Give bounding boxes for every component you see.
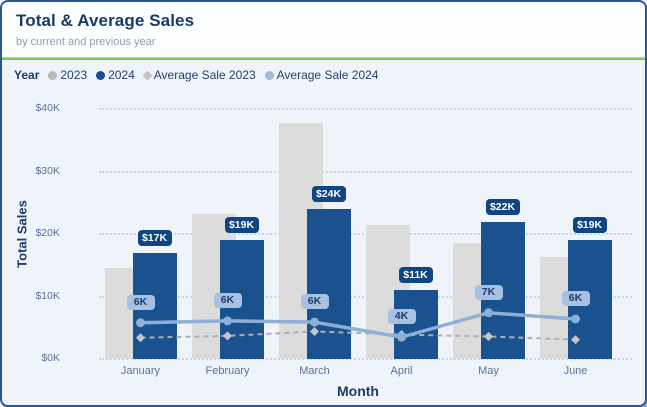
average-sale-2023-marker[interactable] bbox=[484, 332, 493, 341]
y-tick-label: $10K bbox=[35, 289, 60, 302]
legend: Year 2023 2024 Average Sale 2023 Average Sa… bbox=[14, 68, 378, 82]
card-header: Total & Average Sales by current and pre… bbox=[2, 2, 645, 57]
line-value-label-may: 7K bbox=[474, 284, 503, 300]
bar-value-label-march: $24K bbox=[311, 186, 346, 202]
bar-value-label-january: $17K bbox=[137, 229, 172, 246]
average-sale-2024-marker[interactable] bbox=[571, 314, 580, 324]
average-sale-2023-marker[interactable] bbox=[136, 333, 145, 343]
average-sale-2024-line bbox=[140, 310, 576, 339]
legend-item-2023[interactable]: 2023 bbox=[48, 68, 87, 82]
gridline-$40K bbox=[99, 108, 632, 110]
bar-value-label-may: $22K bbox=[485, 198, 520, 215]
x-tick-label-june: June bbox=[563, 365, 588, 377]
plot-area: $17K $19K $24K $11K $22K $19K 6K 6K 6K 4K 7K 6K bbox=[97, 108, 632, 360]
average-sale-2024-marker[interactable] bbox=[484, 308, 493, 318]
x-tick-label-april: April bbox=[390, 365, 413, 377]
legend-item-label: Average Sale 2023 bbox=[153, 68, 256, 82]
circle-legend-icon bbox=[264, 70, 274, 80]
line-value-label-january: 6K bbox=[126, 294, 155, 310]
circle-legend-icon bbox=[48, 70, 58, 80]
line-value-label-april: 4K bbox=[387, 309, 416, 325]
average-sale-2023-line bbox=[140, 330, 576, 341]
average-sale-2024-marker[interactable] bbox=[310, 317, 319, 327]
bar-value-label-february: $19K bbox=[224, 217, 259, 234]
x-tick-label-february: February bbox=[205, 365, 250, 377]
combo-chart: Total Sales $17K $19K $24K $11K $22K $19K 6K 6K… bbox=[2, 60, 645, 405]
chart-title: Total & Average Sales bbox=[16, 11, 195, 30]
average-sale-2023-marker[interactable] bbox=[223, 331, 232, 341]
average-sale-2024-marker[interactable] bbox=[223, 316, 232, 326]
average-sale-2023-marker[interactable] bbox=[310, 327, 319, 336]
gridline-$0K bbox=[99, 358, 632, 360]
line-value-label-march: 6K bbox=[300, 294, 329, 310]
y-tick-label: $40K bbox=[35, 102, 60, 114]
bar-value-label-april: $11K bbox=[398, 267, 433, 284]
x-tick-label-march: March bbox=[299, 365, 330, 377]
lines-overlay bbox=[136, 308, 580, 345]
bar-value-label-june: $19K bbox=[572, 217, 607, 234]
circle-legend-icon bbox=[96, 70, 106, 80]
x-tick-label-january: January bbox=[120, 365, 161, 377]
legend-item-average-sale-2023[interactable]: Average Sale 2023 bbox=[142, 68, 256, 82]
y-tick-label: $20K bbox=[35, 227, 60, 239]
x-axis-title: Month bbox=[337, 383, 379, 399]
legend-item-average-sale-2024[interactable]: Average Sale 2024 bbox=[264, 68, 379, 82]
legend-item-label: Average Sale 2024 bbox=[276, 68, 379, 82]
x-tick-label-may: May bbox=[478, 365, 499, 377]
chart-body: Year 2023 2024 Average Sale 2023 Average Sa… bbox=[2, 60, 645, 405]
gridline-$30K bbox=[99, 170, 632, 173]
legend-item-label: 2023 bbox=[60, 68, 88, 82]
legend-item-2024[interactable]: 2024 bbox=[96, 68, 135, 82]
average-sale-2024-marker[interactable] bbox=[136, 318, 145, 328]
chart-subtitle: by current and previous year bbox=[16, 36, 156, 48]
line-value-label-february: 6K bbox=[213, 292, 242, 308]
y-tick-label: $0K bbox=[41, 352, 60, 364]
line-value-label-june: 6K bbox=[561, 291, 590, 306]
average-sale-2023-marker[interactable] bbox=[571, 335, 580, 345]
y-tick-label: $30K bbox=[35, 164, 60, 177]
legend-item-label: 2024 bbox=[108, 68, 135, 82]
bar-2024-april[interactable] bbox=[393, 290, 438, 359]
legend-title: Year bbox=[14, 68, 40, 82]
green-divider bbox=[2, 57, 645, 60]
average-sale-2024-marker[interactable] bbox=[397, 332, 406, 342]
